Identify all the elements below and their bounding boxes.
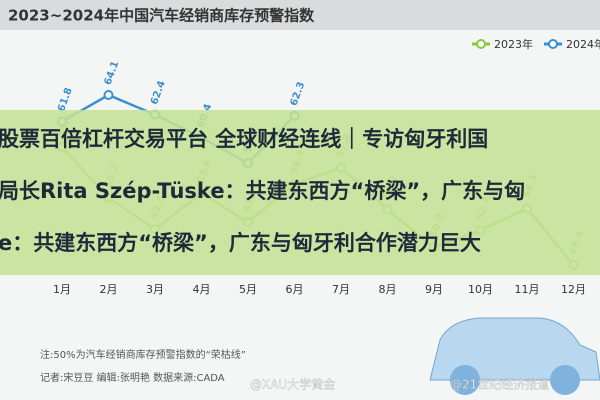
x-tick-label: 11月 — [515, 283, 540, 296]
x-tick-label: 7月 — [332, 283, 350, 296]
watermark: @XAU大学黄金 — [250, 377, 335, 392]
overlay-line: 局长Rita Szép-Tüske：共建东西方“桥梁”，广东与匈 — [0, 179, 525, 203]
x-tick-label: 6月 — [286, 283, 304, 296]
credits: 记者:宋豆豆 编辑:张明艳 数据来源:CADA — [40, 371, 225, 384]
x-tick-label: 1月 — [53, 283, 71, 296]
title-bar — [0, 0, 600, 30]
car-illustration — [429, 317, 600, 395]
legend-label: 2024年 — [566, 37, 600, 51]
overlay-line: e：共建东西方“桥梁”，广东与匈牙利合作潜力巨大 — [0, 231, 481, 255]
x-tick-label: 8月 — [379, 283, 397, 296]
x-tick-label: 5月 — [239, 283, 257, 296]
chart-title: 2023~2024年中国汽车经销商库存预警指数 — [8, 7, 315, 25]
watermark: @21世纪经济报道 — [450, 377, 549, 392]
x-tick-label: 12月 — [561, 283, 586, 296]
overlay-line: 股票百倍杠杆交易平台 全球财经连线｜专访匈牙利国 — [0, 127, 488, 151]
legend-label: 2023年 — [494, 37, 533, 51]
x-tick-label: 10月 — [468, 283, 493, 296]
legend-marker — [548, 39, 558, 49]
x-tick-label: 4月 — [193, 283, 211, 296]
data-point — [103, 90, 114, 100]
x-tick-label: 2月 — [100, 283, 118, 296]
note: 注:50%为汽车经销商库存预警指数的“荣枯线” — [40, 348, 246, 361]
overlay-banner — [0, 110, 600, 275]
x-tick-label: 9月 — [425, 283, 443, 296]
legend-marker — [476, 39, 486, 49]
x-tick-label: 3月 — [146, 283, 164, 296]
